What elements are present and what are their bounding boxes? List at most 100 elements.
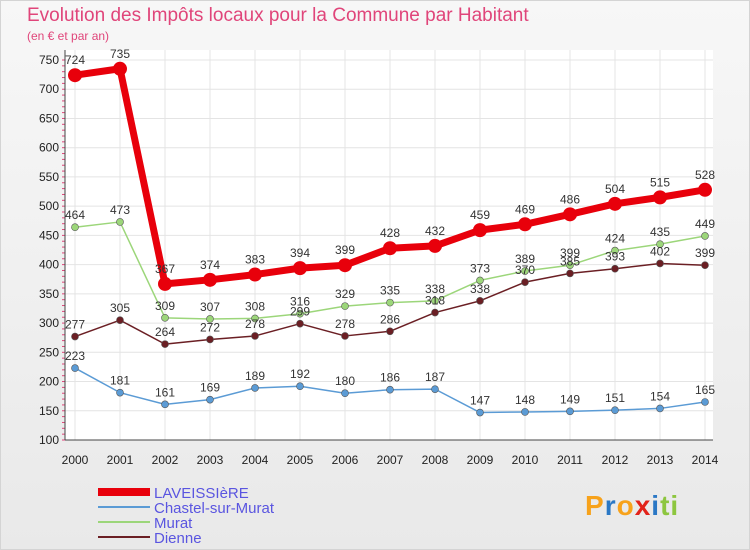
data-label: 393 xyxy=(605,250,625,264)
data-point xyxy=(611,246,619,255)
data-point xyxy=(386,327,394,336)
data-label: 299 xyxy=(290,305,310,319)
data-label: 307 xyxy=(200,300,220,314)
data-point xyxy=(116,218,124,226)
data-label: 394 xyxy=(290,246,310,260)
logo-letter: i xyxy=(670,490,680,521)
data-label: 432 xyxy=(425,224,445,238)
data-point xyxy=(566,261,574,270)
data-label: 399 xyxy=(695,246,715,260)
data-label: 181 xyxy=(110,374,130,388)
data-point xyxy=(431,385,439,393)
data-point xyxy=(251,314,259,323)
data-point xyxy=(71,223,79,231)
data-label: 389 xyxy=(515,252,535,266)
x-tick-label: 2008 xyxy=(422,453,449,467)
data-point xyxy=(521,408,529,416)
data-label: 305 xyxy=(110,301,130,315)
y-tick-label: 700 xyxy=(39,82,59,96)
x-tick-label: 2013 xyxy=(647,453,674,467)
data-label: 264 xyxy=(155,325,175,339)
data-label: 180 xyxy=(335,374,355,388)
data-point xyxy=(158,276,172,291)
data-point xyxy=(521,278,529,286)
data-point xyxy=(476,297,484,305)
data-label: 192 xyxy=(290,367,310,381)
data-label: 402 xyxy=(650,244,670,258)
logo-letter: P xyxy=(585,490,605,521)
data-label: 278 xyxy=(335,317,355,331)
data-label: 385 xyxy=(560,254,580,268)
data-point xyxy=(296,309,304,318)
y-tick-label: 750 xyxy=(39,53,59,67)
data-point xyxy=(161,314,169,322)
data-label: 187 xyxy=(425,370,445,384)
x-tick-label: 2011 xyxy=(557,453,583,467)
data-label: 338 xyxy=(425,282,445,296)
data-point xyxy=(698,182,712,197)
data-label: 147 xyxy=(470,394,490,408)
data-label: 272 xyxy=(200,320,220,334)
data-label: 528 xyxy=(695,168,715,182)
data-point xyxy=(116,388,124,397)
y-tick-label: 250 xyxy=(39,345,59,359)
y-tick-label: 650 xyxy=(39,111,59,125)
data-point xyxy=(161,400,169,409)
data-point xyxy=(161,340,169,348)
data-label: 373 xyxy=(470,261,490,275)
y-tick-label: 200 xyxy=(39,375,59,389)
data-point xyxy=(608,196,622,211)
logo-letter: x xyxy=(634,490,652,521)
logo-letter: i xyxy=(651,490,661,521)
data-point xyxy=(203,272,217,287)
data-label: 399 xyxy=(335,243,355,257)
data-point xyxy=(338,258,352,273)
data-point xyxy=(341,389,349,398)
data-point xyxy=(293,261,307,276)
data-label: 428 xyxy=(380,226,400,240)
data-label: 308 xyxy=(245,299,265,313)
data-point xyxy=(656,404,664,413)
legend-label: Murat xyxy=(154,515,193,532)
legend-label: Dienne xyxy=(154,530,202,547)
data-label: 370 xyxy=(515,263,535,277)
data-point xyxy=(71,364,79,372)
data-label: 399 xyxy=(560,246,580,260)
data-point xyxy=(386,385,394,394)
chart-title: Evolution des Impôts locaux pour la Comm… xyxy=(27,5,529,26)
data-point xyxy=(431,297,439,305)
data-point xyxy=(611,406,619,414)
y-tick-label: 100 xyxy=(39,433,59,447)
data-point xyxy=(653,190,667,205)
data-point xyxy=(566,407,574,416)
y-tick-label: 450 xyxy=(39,228,59,242)
data-point xyxy=(473,223,487,238)
y-tick-label: 150 xyxy=(39,404,59,418)
data-point xyxy=(701,232,709,240)
data-label: 316 xyxy=(290,295,310,309)
chart-subtitle: (en € et par an) xyxy=(27,29,110,43)
data-point xyxy=(428,238,442,253)
data-label: 161 xyxy=(155,385,175,399)
data-label: 473 xyxy=(110,203,130,217)
data-label: 504 xyxy=(605,182,625,196)
data-point xyxy=(701,261,709,270)
data-point xyxy=(296,382,304,391)
data-label: 724 xyxy=(65,53,85,67)
y-tick-label: 300 xyxy=(39,316,59,330)
x-tick-label: 2006 xyxy=(332,453,359,467)
data-label: 435 xyxy=(650,225,670,239)
data-point xyxy=(386,298,394,307)
data-label: 464 xyxy=(65,208,85,222)
data-point xyxy=(383,241,397,256)
data-point xyxy=(701,398,709,406)
x-tick-label: 2003 xyxy=(197,453,224,467)
data-point xyxy=(341,332,349,340)
data-label: 374 xyxy=(200,258,220,272)
data-point xyxy=(296,319,304,328)
data-point xyxy=(71,332,79,341)
data-point xyxy=(611,264,619,273)
data-point xyxy=(68,68,82,83)
data-label: 277 xyxy=(65,318,85,332)
y-tick-label: 500 xyxy=(39,199,59,213)
